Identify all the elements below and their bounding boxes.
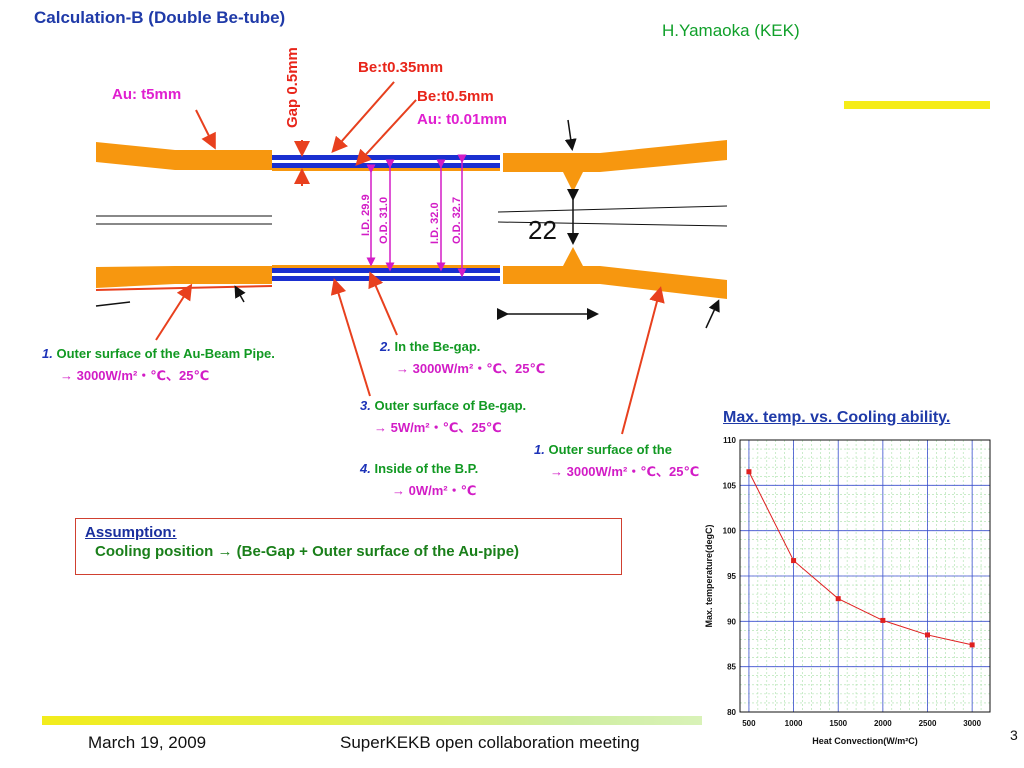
od-32-7-label: O.D. 32.7 xyxy=(451,196,463,244)
y-tick-label: 105 xyxy=(723,481,737,490)
series-line xyxy=(748,471,973,646)
au-001-label: Au: t0.01mm xyxy=(417,111,508,128)
chart-title: Max. temp. vs. Cooling ability. xyxy=(723,409,951,426)
au-thickness-label: Au: t5mm xyxy=(112,86,182,103)
y-tick-label: 95 xyxy=(727,572,736,581)
note-2: 2. In the Be-gap. → 3000W/m²・℃、25℃ xyxy=(380,339,546,376)
y-tick-label: 110 xyxy=(723,436,736,445)
x-tick-label: 2000 xyxy=(874,719,892,728)
id-29-9-label: I.D. 29.9 xyxy=(360,194,372,236)
id-32-0-label: I.D. 32.0 xyxy=(429,202,441,244)
note-1-right: 1. Outer surface of the → 3000W/m²・℃、25℃ xyxy=(534,442,700,479)
data-point xyxy=(746,469,752,475)
slide-title: Calculation-B (Double Be-tube) xyxy=(34,8,286,27)
y-tick-label: 90 xyxy=(727,617,736,626)
right-upper-pipe xyxy=(503,140,727,192)
y-tick-label: 85 xyxy=(727,663,736,672)
data-point xyxy=(835,596,841,602)
be-tube-lower-outer xyxy=(272,276,500,281)
x-tick-label: 3000 xyxy=(963,719,981,728)
assumption-body: Cooling position → (Be-Gap + Outer surfa… xyxy=(95,543,520,560)
gap-label: Gap 0.5mm xyxy=(284,47,301,128)
be-tube-upper-inner xyxy=(272,163,500,168)
footer-bar xyxy=(42,716,702,725)
author-label: H.Yamaoka (KEK) xyxy=(662,21,800,40)
dimension-22: 22 xyxy=(528,215,557,245)
be-tube-upper-outer xyxy=(272,155,500,160)
be-05-label: Be:t0.5mm xyxy=(417,88,494,105)
left-lower-pipe xyxy=(96,266,272,288)
od-31-0-label: O.D. 31.0 xyxy=(378,196,390,244)
x-tick-label: 2500 xyxy=(919,719,937,728)
be-tube-lower-inner xyxy=(272,268,500,273)
data-point xyxy=(969,642,975,648)
y-tick-label: 80 xyxy=(727,708,736,717)
note-1-left: 1. Outer surface of the Au-Beam Pipe. → … xyxy=(42,346,275,383)
x-tick-label: 1500 xyxy=(829,719,847,728)
footer-meeting: SuperKEKB open collaboration meeting xyxy=(340,733,640,752)
cooling-chart: 80 85 90 95 100 105 110 500 1000 1500 2000 2500 3000… xyxy=(704,436,991,746)
x-tick-label: 1000 xyxy=(785,719,803,728)
data-point xyxy=(880,617,886,623)
left-upper-pipe xyxy=(96,142,272,170)
data-point xyxy=(791,558,797,564)
x-tick-label: 500 xyxy=(742,719,756,728)
footer-date: March 19, 2009 xyxy=(88,733,207,752)
x-axis-label: Heat Convection(W/m²C) xyxy=(812,736,918,746)
y-tick-label: 100 xyxy=(723,527,737,536)
page-number: 3 xyxy=(1010,727,1018,743)
assumption-box: Assumption: Cooling position → (Be-Gap +… xyxy=(75,518,622,575)
be-035-label: Be:t0.35mm xyxy=(358,59,444,76)
plot-frame xyxy=(739,439,991,713)
data-point xyxy=(925,632,930,638)
note-4: 4. Inside of the B.P. → 0W/m²・℃ xyxy=(360,461,479,498)
y-axis-label: Max. temperature(degC) xyxy=(704,524,714,627)
highlight-bar xyxy=(844,101,990,109)
right-lower-pipe xyxy=(503,247,727,299)
note-3: 3. Outer surface of Be-gap. → 5W/m²・℃、25… xyxy=(360,398,527,435)
assumption-heading: Assumption: xyxy=(85,524,177,541)
